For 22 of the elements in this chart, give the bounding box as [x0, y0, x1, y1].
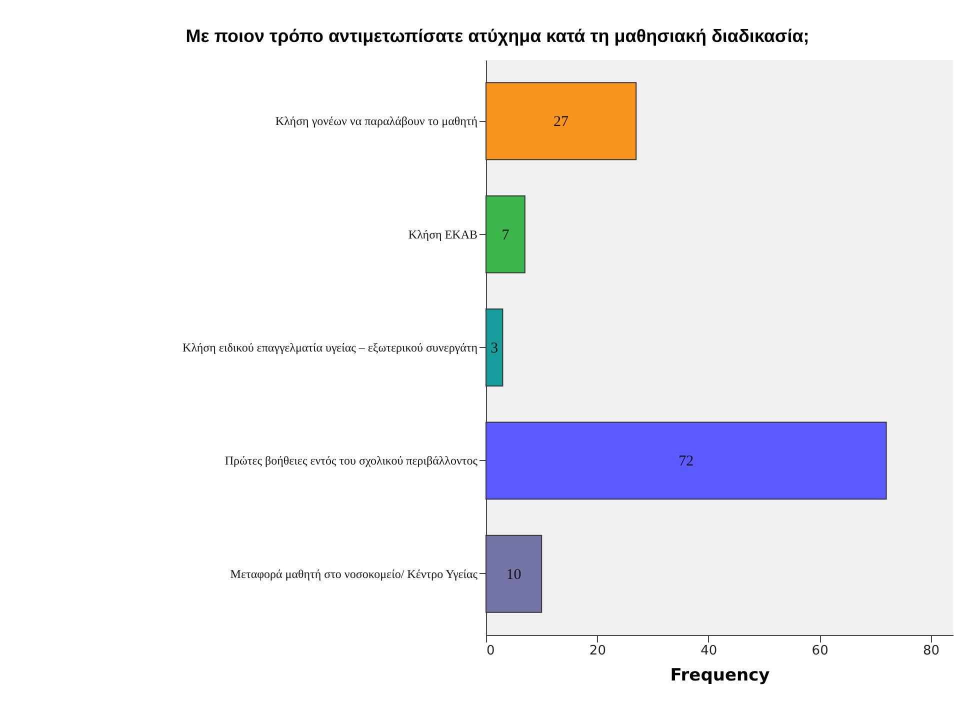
bar — [486, 82, 637, 160]
x-tick-label: 80 — [922, 644, 940, 658]
y-tick-label: Κλήση γονέων να παραλάβουν το μαθητή — [275, 114, 478, 128]
chart-title: Με ποιον τρόπο αντιμετωπίσατε ατύχημα κατά τη μαθησιακή διαδικασία; — [186, 26, 810, 46]
y-tick-label: Μεταφορά μαθητή στο νοσοκομείο/ Κέντρο Υγείας — [230, 566, 478, 581]
x-axis-title: Frequency — [670, 666, 770, 686]
data-label: 27 — [554, 114, 570, 130]
bar — [486, 195, 526, 274]
x-tick-label: 60 — [812, 644, 828, 658]
y-tick-label: Πρώτες βοήθειες εντός του σχολικού περιβάλλοντος — [224, 454, 478, 468]
x-tick-label: 20 — [589, 644, 606, 658]
x-tick-label: 40 — [700, 644, 718, 658]
bar — [486, 534, 542, 613]
bar — [486, 308, 504, 386]
data-label: 3 — [490, 340, 498, 356]
data-label: 7 — [502, 227, 510, 244]
data-label: 10 — [506, 566, 522, 583]
y-tick-label: Κλήση ειδικού επαγγελματία υγείας – εξωτερικού συνεργάτη — [182, 340, 478, 354]
x-tick-label: 0 — [486, 644, 495, 658]
y-tick-label: Κλήση ΕΚΑΒ — [408, 227, 478, 242]
bar — [486, 422, 887, 500]
data-label: 72 — [678, 454, 694, 470]
